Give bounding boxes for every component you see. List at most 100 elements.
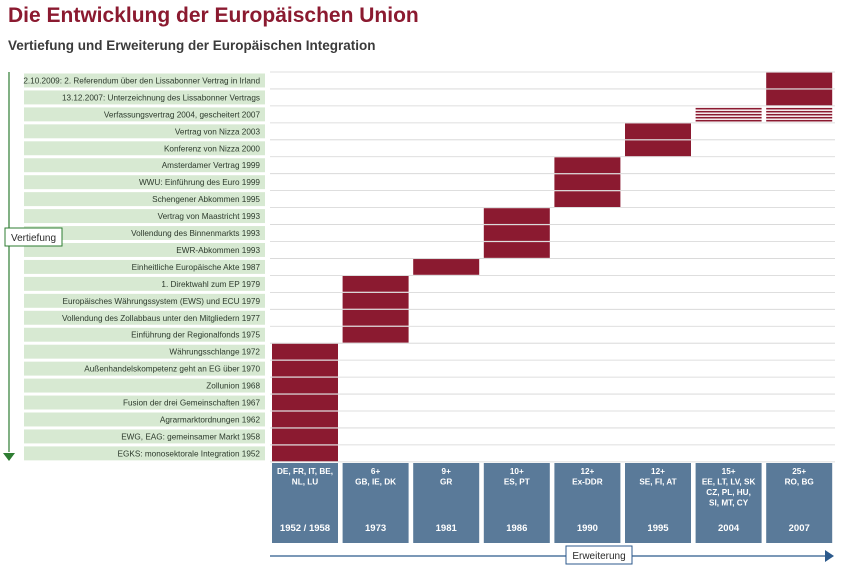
column-header: 15+ EE, LT, LV, SK CZ, PL, HU, SI, MT, CY 20… xyxy=(695,463,762,543)
column-members-label: 25+ RO, BG xyxy=(785,467,814,487)
row-label-background xyxy=(24,259,265,274)
column-header: 12+ SE, FI, AT 1995 xyxy=(625,463,691,543)
row-label-background xyxy=(24,429,265,444)
bar-stripe xyxy=(695,119,762,122)
bar-block xyxy=(625,140,691,157)
column-year-label: 1995 xyxy=(647,523,669,534)
column-members-label: 9+ GR xyxy=(440,467,452,487)
bar-block xyxy=(272,394,338,411)
row-label-background xyxy=(24,276,265,291)
row-label: EWR-Abkommen 1993 xyxy=(176,246,260,255)
column-headers: DE, FR, IT, BE, NL, LU 1952 / 1958 6+ GB, IE… xyxy=(272,463,833,543)
column-header: 12+ Ex-DDR 1990 xyxy=(554,463,621,543)
column-header: 25+ RO, BG 2007 xyxy=(766,463,833,543)
row-label: EWG, EAG: gemeinsamer Markt 1958 xyxy=(121,432,260,441)
row-label-background xyxy=(24,226,265,240)
bar-stripe xyxy=(766,116,833,119)
column-header-background xyxy=(483,463,550,543)
row-label-background xyxy=(24,209,265,224)
axes: Vertiefung Erweiterung xyxy=(3,72,834,565)
bar-block xyxy=(272,377,338,394)
column-header-background xyxy=(695,463,762,543)
column-members-label: 12+ SE, FI, AT xyxy=(639,467,676,487)
row-label-background xyxy=(24,446,265,461)
row-label: Vollendung des Zollabbaus unter den Mitg… xyxy=(62,314,260,323)
row-label: Fusion der drei Gemeinschaften 1967 xyxy=(123,399,260,408)
row-label-background xyxy=(24,293,265,308)
bar-block xyxy=(554,174,621,191)
column-members-label: 15+ EE, LT, LV, SK CZ, PL, HU, SI, MT, CY xyxy=(702,467,756,508)
column-members-label: 10+ ES, PT xyxy=(504,467,530,487)
row-label-background xyxy=(24,327,265,342)
column-year-label: 2004 xyxy=(718,523,740,534)
row-label-background xyxy=(24,107,265,122)
horizontal-axis-label: Erweiterung xyxy=(572,551,625,562)
bar-block xyxy=(483,225,550,241)
row-label: Agrarmarktordnungen 1962 xyxy=(160,415,261,424)
bar-block xyxy=(483,208,550,224)
column-header-background xyxy=(625,463,691,543)
bar-stripe xyxy=(695,110,762,113)
column-header: 10+ ES, PT 1986 xyxy=(483,463,550,543)
row-label: Europäisches Währungssystem (EWS) und EC… xyxy=(63,297,261,306)
column-year-label: 1981 xyxy=(436,523,458,534)
bar-block xyxy=(554,191,621,207)
bar-block xyxy=(272,343,338,360)
bar-block xyxy=(272,445,338,462)
row-label-background xyxy=(24,344,265,359)
horizontal-axis-tag xyxy=(565,545,633,565)
bar-stripe xyxy=(695,113,762,116)
bar-block xyxy=(342,309,409,326)
row-label: Vertrag von Maastricht 1993 xyxy=(158,212,261,221)
bar-stripe xyxy=(695,116,762,119)
row-label: 2.10.2009: 2. Referendum über den Lissab… xyxy=(23,76,260,85)
vertical-axis-arrow-icon xyxy=(3,453,15,461)
bar-stripe xyxy=(766,110,833,113)
row-label: Währungsschlange 1972 xyxy=(169,348,260,357)
row-label-background xyxy=(24,412,265,427)
bar-block xyxy=(413,259,480,275)
bar-block-striped xyxy=(766,107,833,122)
bar-block xyxy=(342,326,409,343)
vertical-axis-label: Vertiefung xyxy=(11,233,56,244)
row-label-background xyxy=(24,395,265,410)
row-label: Zollunion 1968 xyxy=(206,382,260,391)
bar-block xyxy=(766,89,833,106)
row-label-background xyxy=(24,124,265,139)
row-label: 13.12.2007: Unterzeichnung des Lissabonn… xyxy=(62,93,260,102)
bar-block xyxy=(483,242,550,258)
row-label-background xyxy=(24,175,265,190)
bar-block xyxy=(272,411,338,428)
column-header: 6+ GB, IE, DK 1973 xyxy=(342,463,409,543)
column-year-label: 1986 xyxy=(506,523,527,534)
row-label-background xyxy=(24,158,265,173)
column-header-background xyxy=(766,463,833,543)
row-label: Schengener Abkommen 1995 xyxy=(152,195,260,204)
row-label: Einheitliche Europäische Akte 1987 xyxy=(132,263,261,272)
bar-block xyxy=(272,360,338,377)
row-label-background xyxy=(24,361,265,376)
column-header-background xyxy=(554,463,621,543)
bar-block xyxy=(766,72,833,89)
horizontal-axis-arrow-icon xyxy=(825,550,834,562)
row-label: WWU: Einführung des Euro 1999 xyxy=(139,178,260,187)
row-label-background xyxy=(24,141,265,156)
bar-stripe xyxy=(695,107,762,110)
column-year-label: 2007 xyxy=(789,523,810,534)
row-label: EGKS: monosektorale Integration 1952 xyxy=(118,449,261,458)
row-label: Einführung der Regionalfonds 1975 xyxy=(131,331,260,340)
bar-stripe xyxy=(766,119,833,122)
column-header-background xyxy=(342,463,409,543)
chart-subtitle: Vertiefung und Erweiterung der Europäisc… xyxy=(8,38,376,53)
bar-block-striped xyxy=(695,107,762,122)
row-label-background xyxy=(24,310,265,325)
vertical-axis-tag xyxy=(4,227,63,247)
column-members-label: DE, FR, IT, BE, NL, LU xyxy=(277,467,333,487)
row-label: Außenhandelskompetenz geht an EG über 19… xyxy=(84,365,260,374)
column-header-background xyxy=(413,463,480,543)
column-year-label: 1952 / 1958 xyxy=(280,523,330,534)
column-header: 9+ GR 1981 xyxy=(413,463,480,543)
row-label: Vollendung des Binnenmarkts 1993 xyxy=(131,229,260,238)
bar-block xyxy=(554,157,621,174)
